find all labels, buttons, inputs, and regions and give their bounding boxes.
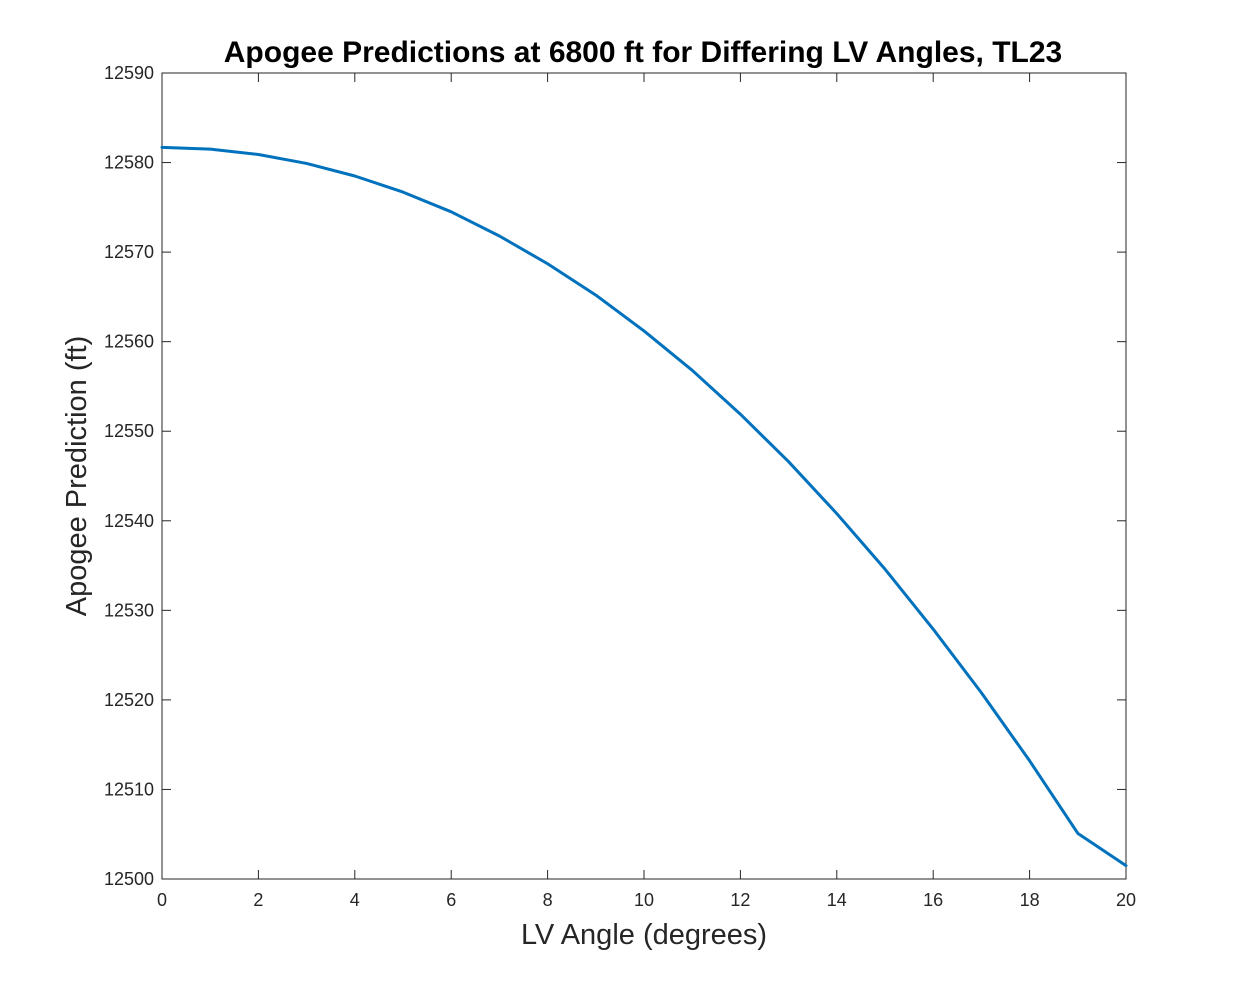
- x-tick-label: 2: [253, 890, 263, 910]
- x-axis-label: LV Angle (degrees): [521, 919, 767, 951]
- x-tick-label: 20: [1116, 890, 1136, 910]
- plot-area: [161, 72, 1127, 880]
- x-tick-label: 18: [1020, 890, 1040, 910]
- x-tick-label: 0: [157, 890, 167, 910]
- y-tick-label: 12570: [104, 242, 154, 262]
- y-tick-label: 12580: [104, 153, 154, 173]
- x-tick-label: 14: [827, 890, 847, 910]
- x-tick-label: 16: [923, 890, 943, 910]
- series-line: [160, 145, 1128, 868]
- x-tick-label: 8: [543, 890, 553, 910]
- axis-ticks: [161, 72, 1127, 880]
- tick-labels: 0 2 4 6 8 10 12 14 16 18 20 12500 12510 12520 12530 125…: [104, 63, 1136, 910]
- y-tick-label: 12520: [104, 690, 154, 710]
- chart-title: Apogee Predictions at 6800 ft for Differ…: [224, 36, 1062, 69]
- y-tick-label: 12560: [104, 332, 154, 352]
- y-tick-label: 12540: [104, 511, 154, 531]
- y-tick-label: 12500: [104, 869, 154, 889]
- y-tick-label: 12530: [104, 600, 154, 620]
- y-tick-label: 12590: [104, 63, 154, 83]
- x-tick-label: 4: [350, 890, 360, 910]
- series-group: [160, 145, 1128, 868]
- x-tick-label: 10: [634, 890, 654, 910]
- y-tick-label: 12550: [104, 421, 154, 441]
- y-tick-label: 12510: [104, 779, 154, 799]
- x-tick-label: 6: [446, 890, 456, 910]
- x-tick-label: 12: [730, 890, 750, 910]
- y-axis-label: Apogee Prediction (ft): [61, 336, 93, 616]
